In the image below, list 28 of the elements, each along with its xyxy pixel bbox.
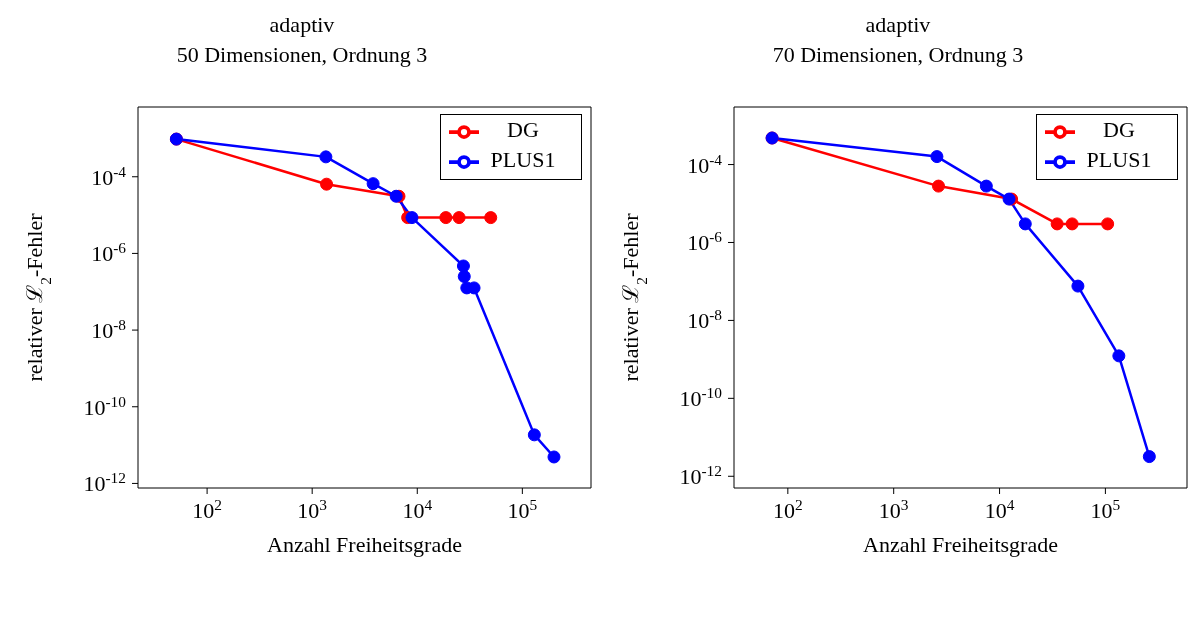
legend-label: DG bbox=[506, 117, 540, 144]
x-tick-label: 10$^{2}$ bbox=[192, 495, 222, 523]
y-tick-label: 10$^{-12}$ bbox=[83, 468, 126, 497]
y-tick-label: 10$^{-6}$ bbox=[687, 227, 723, 256]
chart-title: adaptiv bbox=[268, 11, 336, 39]
x-tick-label: 10$^{5}$ bbox=[507, 495, 538, 523]
legend-label: DG bbox=[1102, 117, 1136, 144]
x-axis-title: Anzahl Freiheitsgrade bbox=[863, 532, 1058, 557]
x-tick-label: 10$^{3}$ bbox=[297, 495, 328, 523]
chart-subtitle: 50 Dimensionen, Ordnung 3 bbox=[175, 41, 429, 69]
x-tick-label: 10$^{3}$ bbox=[878, 495, 909, 523]
chart-title: adaptiv bbox=[864, 11, 932, 39]
x-tick-label: 10$^{4}$ bbox=[984, 495, 1015, 523]
y-tick-label: 10$^{-12}$ bbox=[679, 461, 722, 490]
y-tick-label: 10$^{-10}$ bbox=[679, 383, 723, 412]
y-tick-label: 10$^{-4}$ bbox=[687, 150, 723, 178]
x-tick-label: 10$^{5}$ bbox=[1090, 495, 1121, 523]
x-tick-label: 10$^{2}$ bbox=[772, 495, 803, 523]
legend-label: PLUS1 bbox=[489, 147, 557, 174]
y-tick-label: 10$^{-4}$ bbox=[91, 162, 127, 190]
y-tick-label: 10$^{-8}$ bbox=[687, 305, 723, 334]
y-tick-label: 10$^{-6}$ bbox=[91, 238, 127, 267]
chart-subtitle: 70 Dimensionen, Ordnung 3 bbox=[771, 41, 1025, 69]
y-tick-label: 10$^{-8}$ bbox=[91, 315, 127, 344]
legend-label: PLUS1 bbox=[1085, 147, 1153, 174]
y-tick-label: 10$^{-10}$ bbox=[83, 392, 127, 420]
x-tick-label: 10$^{4}$ bbox=[402, 495, 433, 523]
x-axis-title: Anzahl Freiheitsgrade bbox=[267, 532, 462, 557]
